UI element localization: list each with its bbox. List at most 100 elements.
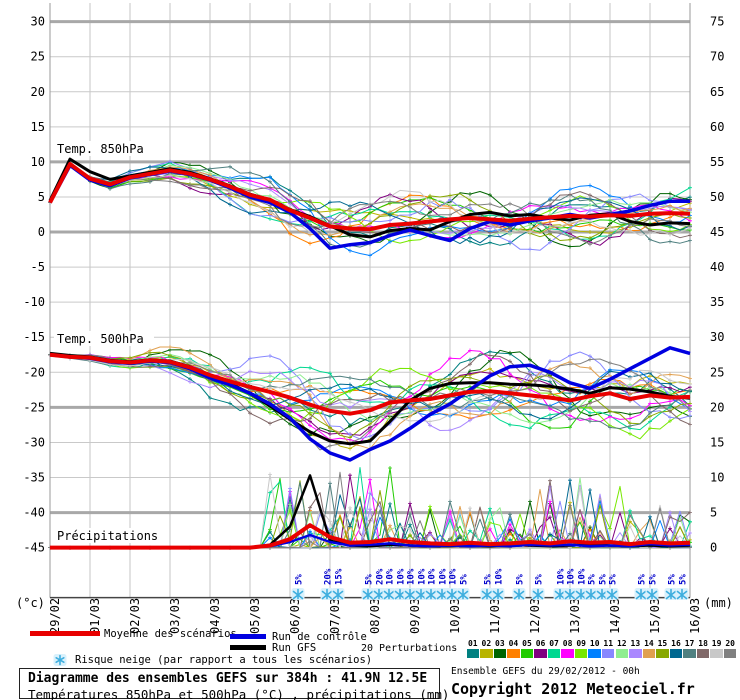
svg-text:04/03: 04/03 [208,598,222,634]
diagram-subtitle: Températures 850hPa et 500hPa (°C) , pré… [28,687,450,700]
svg-text:10%: 10% [428,568,438,585]
perturbation-item: 10 [588,639,602,658]
run-info: Ensemble GEFS du 29/02/2012 - 00h [451,666,640,677]
svg-text:10%: 10% [407,568,417,585]
svg-text:13/03: 13/03 [568,598,582,634]
svg-text:Précipitations: Précipitations [57,529,158,543]
svg-text:10%: 10% [418,568,428,585]
svg-text:-35: -35 [23,471,45,485]
perturbation-item: 03 [493,639,507,658]
perturbation-strip: 01 02 03 04 05 06 07 08 09 10 11 12 13 14 15 16 17 18 19 20 [466,639,737,658]
perturbation-item: 02 [480,639,494,658]
svg-text:5%: 5% [365,574,375,585]
svg-text:-25: -25 [23,400,45,414]
svg-text:10%: 10% [578,568,588,585]
svg-text:02/03: 02/03 [128,598,142,634]
perturbation-color-swatch [534,649,547,658]
perturbation-item: 16 [669,639,683,658]
svg-text:Temp. 850hPa: Temp. 850hPa [57,142,144,156]
perturbation-item: 18 [696,639,710,658]
svg-text:20%: 20% [324,568,334,585]
perturbation-item: 19 [710,639,724,658]
legend-control-label: Run de contrôle [272,631,367,643]
svg-text:20: 20 [31,85,45,99]
svg-text:10%: 10% [397,568,407,585]
svg-text:15%: 15% [335,568,345,585]
svg-text:5%: 5% [649,574,659,585]
svg-text:Temp. 500hPa: Temp. 500hPa [57,332,144,346]
svg-text:14/03: 14/03 [608,598,622,634]
perturbation-item: 05 [520,639,534,658]
perturbation-item: 11 [601,639,615,658]
svg-text:16/03: 16/03 [688,598,702,634]
perturbation-color-swatch [696,649,710,658]
svg-text:0: 0 [710,541,717,555]
svg-text:10%: 10% [557,568,567,585]
svg-text:35: 35 [710,295,724,309]
perturbation-color-swatch [683,649,696,658]
svg-text:03/03: 03/03 [168,598,182,634]
svg-text:5%: 5% [588,574,598,585]
svg-text:5%: 5% [460,574,470,585]
perturbation-item: 20 [723,639,737,658]
perturbation-item: 01 [466,639,480,658]
perturbation-item: 15 [656,639,670,658]
svg-text:12/03: 12/03 [528,598,542,634]
svg-text:15: 15 [710,435,724,449]
svg-text:70: 70 [710,50,724,64]
perturbation-color-swatch [507,649,520,658]
perturbation-item: 13 [629,639,643,658]
snowflake-icon [53,652,67,666]
perturbation-item: 06 [534,639,548,658]
perturbation-item: 04 [507,639,521,658]
svg-text:40: 40 [710,260,724,274]
svg-text:(°c): (°c) [16,596,45,610]
perturbation-color-swatch [642,649,656,658]
svg-text:45: 45 [710,225,724,239]
svg-text:10: 10 [710,471,724,485]
svg-text:20%: 20% [376,568,386,585]
perturbation-color-swatch [615,649,629,658]
perturbation-color-swatch [588,649,601,658]
svg-text:01/03: 01/03 [88,598,102,634]
svg-text:75: 75 [710,15,724,29]
perturbation-color-swatch [561,649,574,658]
svg-text:10%: 10% [495,568,505,585]
svg-text:50: 50 [710,190,724,204]
svg-text:-30: -30 [23,435,45,449]
svg-text:-5: -5 [31,260,45,274]
svg-text:5%: 5% [484,574,494,585]
svg-text:5%: 5% [535,574,545,585]
svg-text:-40: -40 [23,506,45,520]
svg-text:5: 5 [710,506,717,520]
svg-text:60: 60 [710,120,724,134]
perturbation-color-swatch [574,649,588,658]
svg-text:06/03: 06/03 [288,598,302,634]
svg-text:5%: 5% [668,574,678,585]
perturbation-color-swatch [493,649,507,658]
perturbation-item: 08 [561,639,575,658]
svg-text:5%: 5% [516,574,526,585]
perturbation-color-swatch [466,649,480,658]
svg-text:07/03: 07/03 [328,598,342,634]
svg-text:10%: 10% [449,568,459,585]
perturbation-item: 17 [683,639,697,658]
svg-text:5%: 5% [679,574,689,585]
svg-text:5%: 5% [599,574,609,585]
svg-text:10%: 10% [386,568,396,585]
perturbation-color-swatch [601,649,615,658]
legend-snow-label: Risque neige (par rapport a tous les scé… [75,654,373,666]
svg-text:08/03: 08/03 [368,598,382,634]
svg-text:05/03: 05/03 [248,598,262,634]
svg-text:29/02: 29/02 [48,598,62,634]
perturbation-color-swatch [656,649,669,658]
perturbation-item: 12 [615,639,629,658]
perturbation-item: 14 [642,639,656,658]
perturbation-color-swatch [723,649,737,658]
svg-text:30: 30 [710,330,724,344]
legend-mean-label: Moyenne des scénarios [104,628,237,640]
svg-text:5%: 5% [295,574,305,585]
perturbation-color-swatch [480,649,493,658]
svg-text:30: 30 [31,15,45,29]
